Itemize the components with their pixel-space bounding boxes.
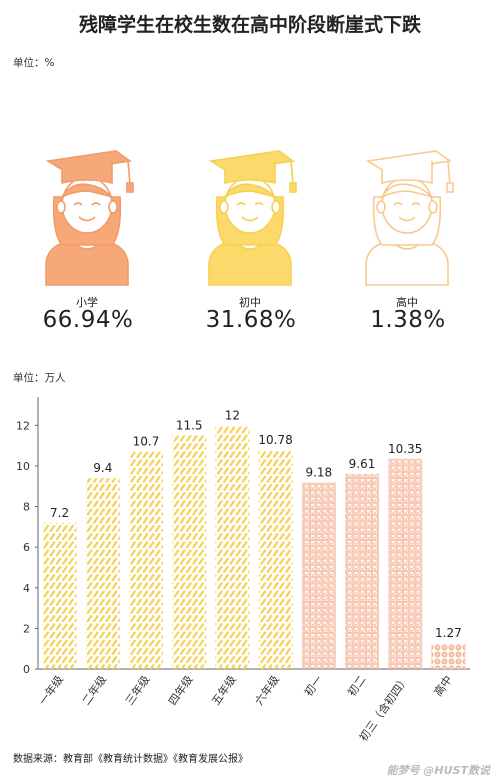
smile-shape <box>241 216 259 222</box>
bar <box>42 522 77 669</box>
x-tick-label: 四年级 <box>165 673 195 708</box>
y-tick-label: 0 <box>23 663 30 676</box>
x-tick-label: 五年级 <box>208 673 238 708</box>
bar-value-label: 12 <box>225 408 240 422</box>
tassel-end <box>289 182 297 193</box>
chart-title: 残障学生在校生数在高中阶段断崖式下跌 <box>78 14 421 36</box>
x-tick-label: 初二 <box>344 673 368 699</box>
bar-value-label: 9.4 <box>93 461 112 475</box>
eye-shape <box>411 202 421 206</box>
fringe-shape <box>222 183 278 199</box>
share-value-junior: 31.68% <box>205 307 297 333</box>
student-figure-senior <box>352 145 462 290</box>
tassel-cord <box>447 160 451 186</box>
share-value-primary: 66.94% <box>42 307 134 333</box>
y-tick-label: 12 <box>16 419 30 432</box>
bar-value-label: 9.18 <box>305 466 332 480</box>
cap-top-shape <box>208 150 296 172</box>
bar <box>431 643 466 669</box>
share-label-senior: 高中 <box>396 296 418 309</box>
graduate-icon <box>45 150 134 286</box>
y-tick-label: 4 <box>23 582 30 595</box>
bar <box>388 458 423 669</box>
bar <box>85 478 120 669</box>
student-figure-primary <box>32 145 142 290</box>
bar-value-label: 11.5 <box>176 418 203 432</box>
x-tick-label: 高中 <box>431 673 455 699</box>
share-unit-label: 单位：% <box>13 57 55 69</box>
cap-top-shape <box>45 150 133 172</box>
bar-value-label: 1.27 <box>435 626 462 640</box>
cap-base-shape <box>224 161 276 185</box>
ear-shape <box>219 200 229 214</box>
bar <box>345 473 379 669</box>
student-figure-junior <box>195 145 305 290</box>
bar-value-label: 7.2 <box>50 506 69 520</box>
ear-shape <box>271 200 281 214</box>
x-tick-label: 三年级 <box>122 673 152 708</box>
ear-shape <box>108 200 118 214</box>
tassel-end <box>126 182 134 193</box>
bar-chart: 0 2 4 6 8 10 12 7.2 一年级 9.4 二年级 10.7 三年级 11.5 四年级 12 五年级… <box>16 397 470 744</box>
eye-shape <box>73 202 83 206</box>
y-tick-label: 10 <box>16 460 30 473</box>
eye-shape <box>91 202 101 206</box>
ear-shape <box>56 200 66 214</box>
bar-value-label: 9.61 <box>349 457 376 471</box>
share-label-primary: 小学 <box>76 296 98 309</box>
share-label-junior: 初中 <box>239 296 261 309</box>
eye-shape <box>393 202 403 206</box>
fringe-shape <box>59 183 115 199</box>
source-note: 数据来源：教育部《教育统计数据》《教育发展公报》 <box>13 754 248 765</box>
fringe-shape <box>379 183 435 199</box>
smile-shape <box>78 216 96 222</box>
share-value-senior: 1.38% <box>370 307 446 333</box>
ear-shape <box>428 200 438 214</box>
x-tick-label: 一年级 <box>36 673 66 708</box>
watermark: 能梦号 @HUST数说 <box>386 764 490 777</box>
x-tick-label: 初一 <box>301 673 325 699</box>
bar <box>258 450 293 669</box>
bar-value-label: 10.7 <box>133 435 160 449</box>
tassel-cord <box>127 160 131 186</box>
y-tick-label: 8 <box>23 501 30 514</box>
smile-shape <box>398 216 416 222</box>
bar <box>215 425 250 669</box>
bar <box>301 482 336 669</box>
bar-value-label: 10.78 <box>258 433 292 447</box>
chart-unit-label: 单位：万人 <box>13 372 66 384</box>
eye-shape <box>236 202 246 206</box>
bar-value-label: 10.35 <box>388 442 422 456</box>
x-tick-label: 六年级 <box>252 673 282 708</box>
eye-shape <box>254 202 264 206</box>
y-tick-label: 6 <box>23 541 30 554</box>
bar <box>129 451 163 669</box>
graduate-icon <box>365 150 454 286</box>
graduate-icon <box>208 150 297 286</box>
bar <box>172 435 207 669</box>
cap-base-shape <box>61 161 113 185</box>
tassel-cord <box>290 160 294 186</box>
y-tick-label: 2 <box>23 622 30 635</box>
cap-top-shape <box>365 150 453 172</box>
cap-base-shape <box>381 161 433 185</box>
x-tick-label: 二年级 <box>79 673 109 708</box>
tassel-end <box>446 182 454 193</box>
ear-shape <box>376 200 386 214</box>
